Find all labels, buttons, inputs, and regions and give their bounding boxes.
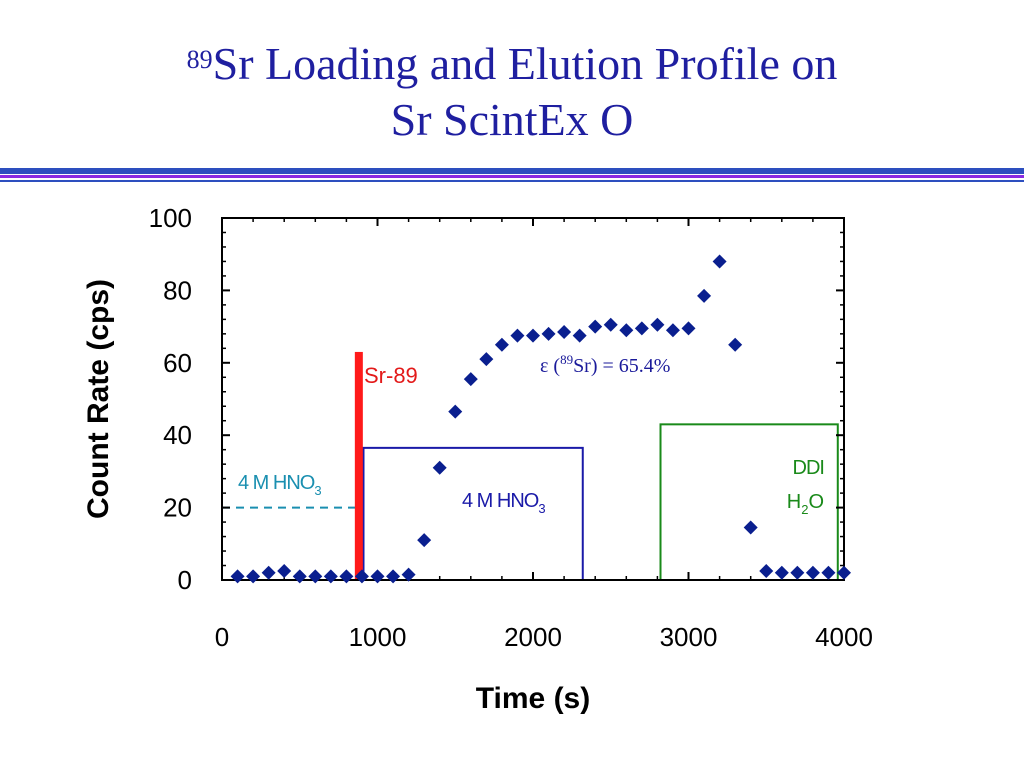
rinse-box-label: 4 M HNO3	[462, 490, 546, 516]
title-line-2: Sr ScintEx O	[390, 94, 634, 145]
data-point	[230, 569, 245, 584]
data-point	[728, 337, 743, 352]
load-box-label: 4 M HNO3	[238, 472, 322, 498]
y-tick-label: 80	[163, 275, 192, 305]
efficiency-annotation: ε (89Sr) = 65.4%	[540, 352, 670, 377]
load-box-label-subscript: 3	[314, 483, 321, 498]
y-tick-label: 60	[163, 348, 192, 378]
header-rule-blue	[0, 168, 1024, 174]
x-tick-label: 1000	[349, 622, 407, 652]
data-point	[354, 569, 369, 584]
data-point	[494, 337, 509, 352]
header-rule-blue-thin	[0, 180, 1024, 182]
data-point	[665, 323, 680, 338]
data-point	[510, 328, 525, 343]
data-point	[339, 569, 354, 584]
x-tick-label: 2000	[504, 622, 562, 652]
data-point	[681, 321, 696, 336]
data-point	[526, 328, 540, 343]
data-point	[246, 569, 261, 584]
data-point	[323, 569, 338, 584]
data-point	[712, 254, 727, 269]
slide-title: 89Sr Loading and Elution Profile on Sr S…	[0, 36, 1024, 148]
data-point	[308, 569, 323, 584]
data-point	[541, 326, 556, 341]
data-point	[432, 460, 447, 475]
data-point	[292, 569, 307, 584]
header-rule-purple	[0, 175, 1024, 178]
x-tick-label: 3000	[660, 622, 718, 652]
data-point	[463, 372, 478, 387]
load-box-label-text: 4 M HNO	[238, 472, 315, 494]
title-line-1: Sr Loading and Elution Profile on	[212, 38, 838, 89]
data-point	[634, 321, 649, 336]
data-point	[572, 328, 587, 343]
data-point	[774, 565, 789, 580]
y-tick-label: 40	[163, 420, 192, 450]
data-point	[759, 563, 774, 578]
data-point	[386, 569, 401, 584]
water-subscript: 2	[801, 502, 808, 517]
sr89-injection-bar	[354, 351, 363, 580]
data-point	[277, 563, 292, 578]
title-isotope-superscript: 89	[186, 45, 213, 74]
y-tick-label: 100	[149, 203, 192, 233]
load-phase-box	[221, 506, 360, 582]
data-point	[417, 533, 432, 548]
data-point	[557, 325, 572, 340]
x-axis-label: Time (s)	[476, 682, 590, 715]
efficiency-prefix: ε (	[540, 355, 560, 377]
data-point	[401, 567, 416, 582]
rinse-box-label-subscript: 3	[538, 501, 545, 516]
data-point	[619, 323, 634, 338]
x-tick-label: 4000	[815, 622, 873, 652]
data-point	[479, 352, 494, 367]
data-point	[261, 565, 276, 580]
data-point	[588, 319, 603, 334]
x-tick-label: 0	[215, 622, 229, 652]
data-point	[821, 565, 836, 580]
water-box-label-line1: DDI	[793, 457, 824, 479]
water-box-label-line2: H2O	[787, 491, 824, 517]
efficiency-suffix: Sr) = 65.4%	[573, 355, 670, 377]
sr89-label: Sr-89	[364, 363, 418, 388]
data-point	[837, 565, 851, 580]
rinse-box-label-text: 4 M HNO	[462, 490, 539, 512]
rinse-phase-box	[362, 446, 584, 581]
data-point	[697, 288, 712, 303]
data-point	[650, 317, 665, 332]
data-point	[743, 520, 758, 535]
efficiency-superscript: 89	[560, 352, 573, 367]
y-tick-label: 0	[178, 565, 192, 595]
data-point	[370, 569, 385, 584]
water-h: H	[787, 491, 801, 513]
data-point	[790, 565, 805, 580]
data-point	[603, 317, 618, 332]
data-point	[805, 565, 820, 580]
y-axis-label: Count Rate (cps)	[82, 279, 115, 519]
data-point	[448, 404, 463, 419]
y-tick-label: 20	[163, 493, 192, 523]
water-o: O	[808, 491, 824, 513]
